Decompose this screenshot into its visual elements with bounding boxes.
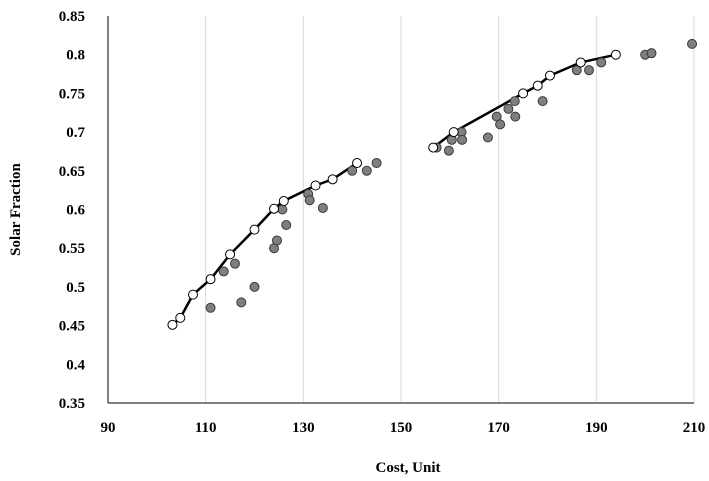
y-tick-label: 0.8 — [66, 48, 85, 64]
open-data-point — [575, 57, 586, 68]
filled-data-point — [571, 65, 582, 76]
y-tick-label: 0.85 — [59, 9, 85, 25]
filled-data-point — [236, 297, 247, 308]
open-data-point — [225, 249, 236, 260]
filled-data-point — [304, 195, 315, 206]
y-tick-label: 0.55 — [59, 241, 85, 257]
y-tick-label: 0.5 — [66, 280, 85, 296]
open-data-point — [249, 224, 260, 235]
filled-data-point — [646, 48, 657, 59]
x-tick-label: 210 — [683, 420, 706, 436]
open-data-point — [205, 274, 216, 285]
filled-data-point — [249, 281, 260, 292]
filled-data-point — [443, 145, 454, 156]
filled-data-point — [218, 266, 229, 277]
open-data-point — [448, 127, 459, 138]
open-data-point — [352, 158, 363, 169]
trend-line — [171, 162, 358, 326]
filled-data-point — [277, 204, 288, 215]
open-data-point — [532, 80, 543, 91]
data-points — [167, 38, 698, 330]
filled-data-point — [317, 202, 328, 213]
y-tick-label: 0.45 — [59, 319, 85, 335]
filled-data-point — [509, 96, 520, 107]
tick-labels: 90 110 130 150 170 190 210 0.35 0.4 0.45 0.5 0.55 0.… — [59, 9, 706, 436]
filled-data-point — [503, 103, 514, 114]
x-tick-label: 170 — [487, 420, 510, 436]
open-data-point — [544, 70, 555, 81]
x-tick-label: 110 — [195, 420, 217, 436]
x-tick-label: 90 — [101, 420, 116, 436]
filled-data-point — [347, 165, 358, 176]
open-data-point — [175, 312, 186, 323]
filled-data-point — [229, 258, 240, 269]
x-tick-label: 150 — [390, 420, 413, 436]
open-data-point — [167, 319, 178, 330]
filled-data-point — [495, 119, 506, 130]
filled-data-point — [596, 57, 607, 68]
x-tick-label: 130 — [292, 420, 315, 436]
y-tick-label: 0.7 — [66, 125, 85, 141]
filled-data-point — [361, 165, 372, 176]
filled-data-point — [537, 96, 548, 107]
axes — [107, 16, 694, 404]
gridlines — [205, 16, 695, 403]
x-tick-label: 190 — [585, 420, 608, 436]
filled-data-point — [584, 65, 595, 76]
filled-data-point — [281, 219, 292, 230]
open-data-point — [278, 195, 289, 206]
open-data-point — [327, 174, 338, 185]
filled-data-point — [371, 158, 382, 169]
y-tick-label: 0.65 — [59, 164, 85, 180]
open-data-point — [269, 203, 280, 214]
filled-data-point — [687, 38, 698, 49]
y-tick-label: 0.6 — [66, 203, 85, 219]
filled-data-point — [457, 134, 468, 145]
open-data-point — [187, 289, 198, 300]
y-tick-label: 0.4 — [66, 357, 85, 373]
x-axis-title: Cost, Unit — [375, 460, 440, 476]
y-axis-title: Solar Fraction — [8, 163, 24, 256]
open-data-point — [428, 142, 439, 153]
trend-lines — [171, 53, 617, 326]
open-data-point — [518, 88, 529, 99]
filled-data-point — [205, 302, 216, 313]
filled-data-point — [482, 132, 493, 143]
y-tick-label: 0.75 — [59, 86, 85, 102]
open-data-point — [310, 180, 321, 191]
y-tick-label: 0.35 — [59, 396, 85, 412]
filled-data-point — [510, 111, 521, 122]
filled-data-point — [271, 235, 282, 246]
open-data-point — [610, 49, 621, 60]
